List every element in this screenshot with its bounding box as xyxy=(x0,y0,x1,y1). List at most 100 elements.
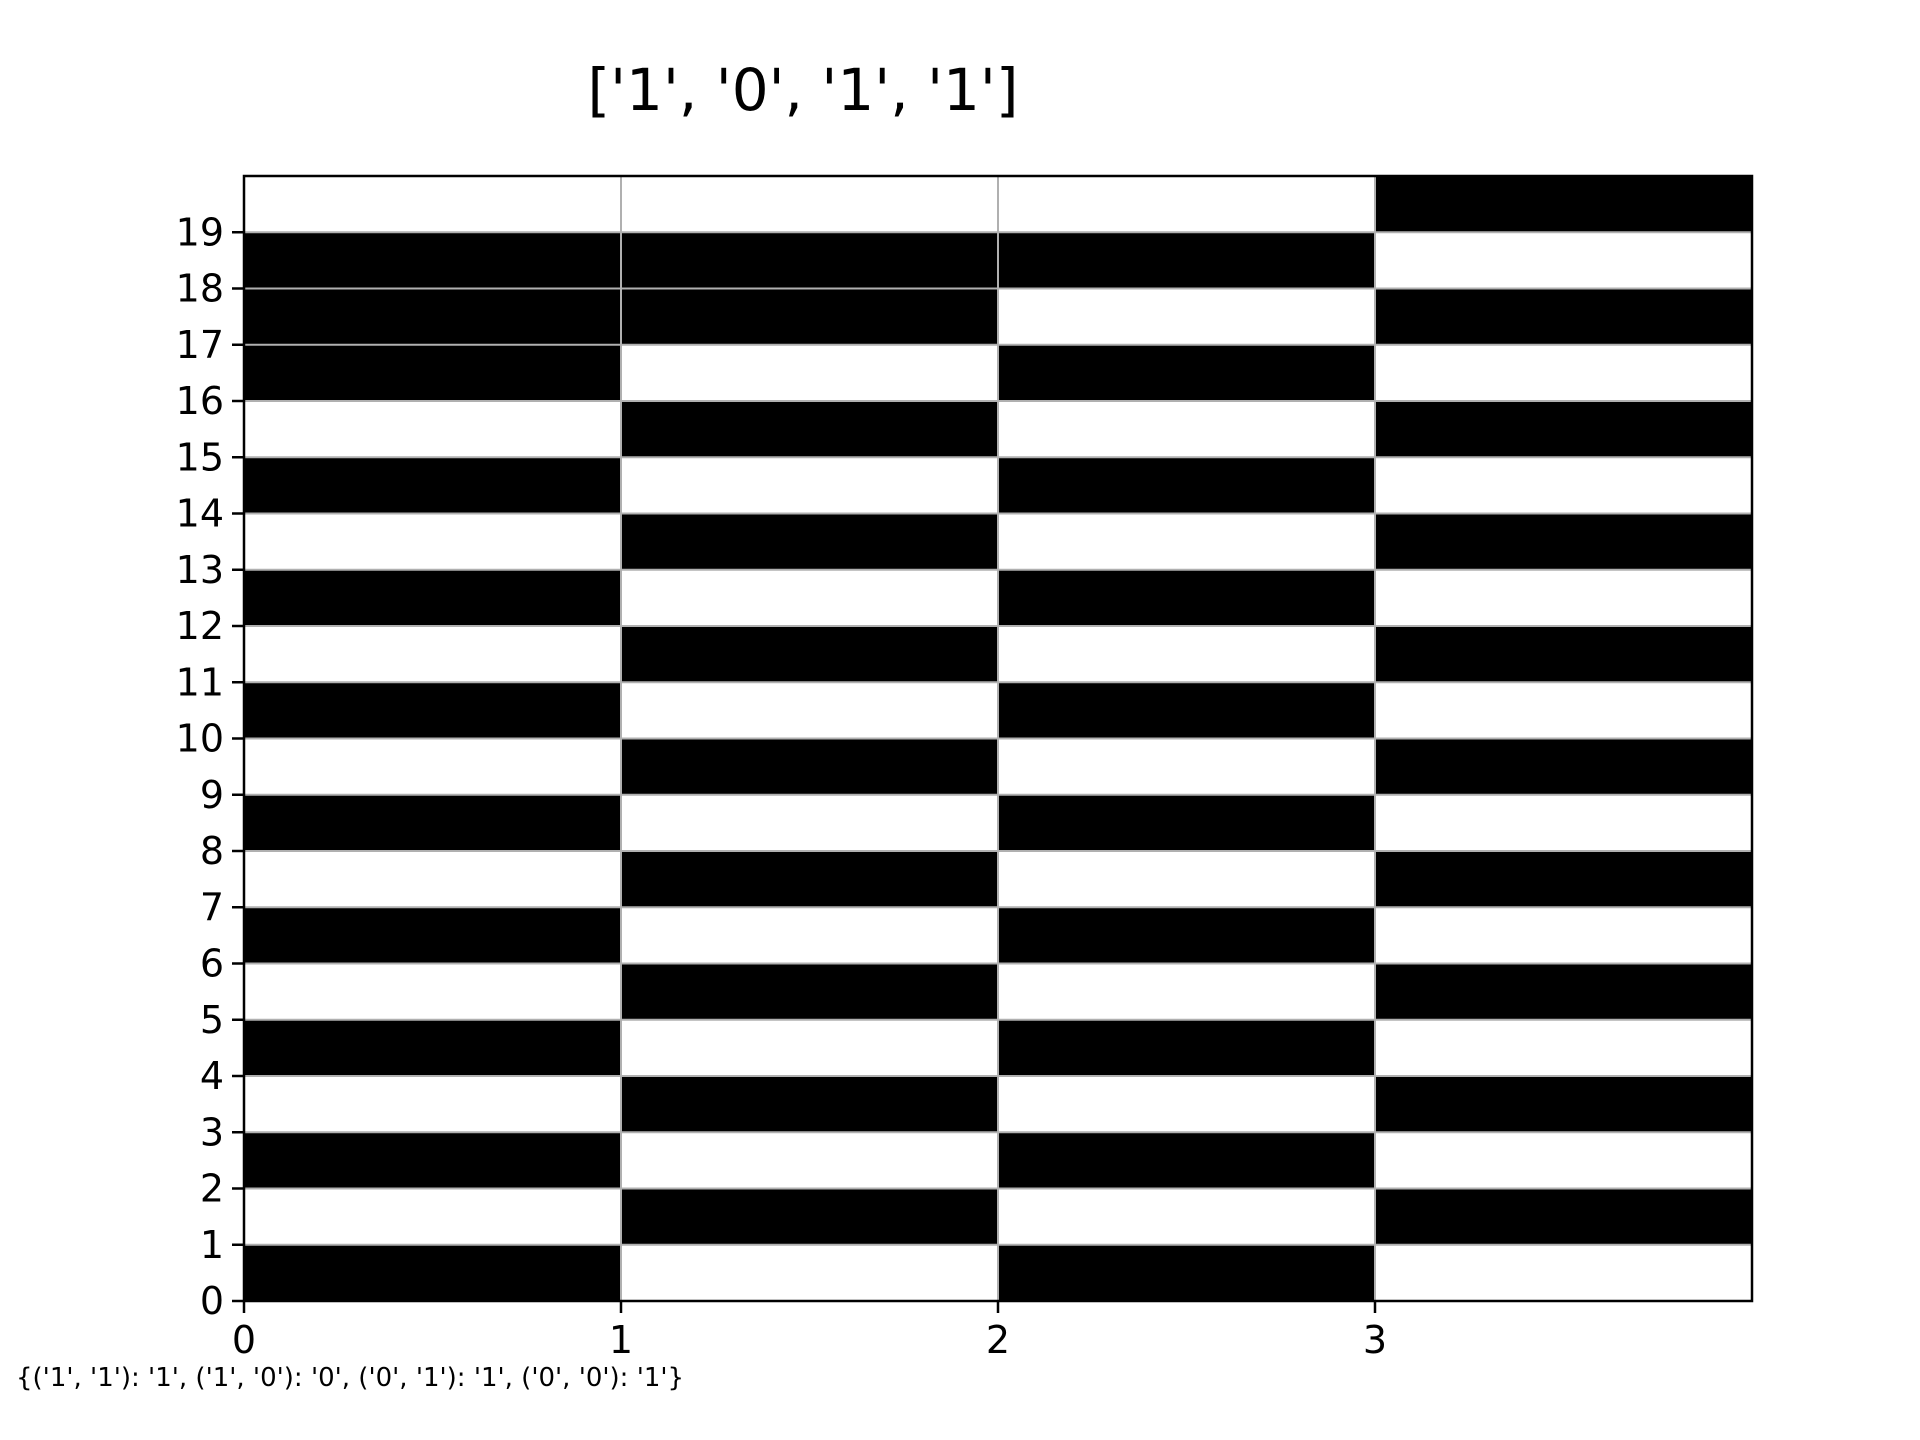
cell-r18-c0 xyxy=(244,232,621,289)
cell-r2-c0 xyxy=(244,1132,621,1189)
cell-r6-c1 xyxy=(621,907,998,964)
cell-r2-c1 xyxy=(621,1132,998,1189)
x-tick-label-1: 1 xyxy=(609,1318,633,1362)
cell-r3-c2 xyxy=(998,1076,1375,1133)
cell-r12-c0 xyxy=(244,569,621,626)
cell-r19-c1 xyxy=(621,176,998,233)
cell-r15-c0 xyxy=(244,401,621,458)
cell-r1-c0 xyxy=(244,1188,621,1245)
cell-r15-c1 xyxy=(621,401,998,458)
cell-r3-c1 xyxy=(621,1076,998,1133)
cell-r19-c0 xyxy=(244,176,621,233)
cell-r13-c1 xyxy=(621,513,998,570)
chart-title: ['1', '0', '1', '1'] xyxy=(587,56,1018,124)
cells-layer xyxy=(244,176,1752,1301)
cell-r8-c2 xyxy=(998,794,1375,851)
x-tick-label-0: 0 xyxy=(232,1318,256,1362)
cell-r15-c3 xyxy=(1375,401,1752,458)
y-tick-label-12: 12 xyxy=(176,604,224,648)
cell-r19-c3 xyxy=(1375,176,1752,233)
cell-r4-c2 xyxy=(998,1019,1375,1076)
cell-r4-c1 xyxy=(621,1019,998,1076)
cell-r18-c2 xyxy=(998,232,1375,289)
cell-r6-c2 xyxy=(998,907,1375,964)
y-tick-label-19: 19 xyxy=(176,210,224,254)
cell-r7-c2 xyxy=(998,851,1375,908)
x-tick-label-2: 2 xyxy=(986,1318,1010,1362)
cell-r3-c0 xyxy=(244,1076,621,1133)
cell-r6-c0 xyxy=(244,907,621,964)
y-tick-label-18: 18 xyxy=(176,267,224,311)
cell-r5-c1 xyxy=(621,963,998,1020)
cell-r11-c2 xyxy=(998,626,1375,683)
cell-r14-c0 xyxy=(244,457,621,514)
cell-r14-c1 xyxy=(621,457,998,514)
y-tick-label-3: 3 xyxy=(200,1110,224,1154)
y-tick-label-14: 14 xyxy=(176,492,224,536)
cell-r11-c3 xyxy=(1375,626,1752,683)
cell-r18-c1 xyxy=(621,232,998,289)
cell-r16-c0 xyxy=(244,344,621,401)
cell-r5-c2 xyxy=(998,963,1375,1020)
y-tick-label-6: 6 xyxy=(200,942,224,986)
x-axis: 0 1 2 3 xyxy=(232,1301,1387,1362)
cell-r14-c3 xyxy=(1375,457,1752,514)
cell-r13-c3 xyxy=(1375,513,1752,570)
cell-r2-c2 xyxy=(998,1132,1375,1189)
cell-r11-c0 xyxy=(244,626,621,683)
cell-r17-c2 xyxy=(998,288,1375,345)
cell-r7-c3 xyxy=(1375,851,1752,908)
y-tick-label-13: 13 xyxy=(176,548,224,592)
cell-r4-c0 xyxy=(244,1019,621,1076)
cell-r13-c2 xyxy=(998,513,1375,570)
cell-r1-c2 xyxy=(998,1188,1375,1245)
cell-r9-c1 xyxy=(621,738,998,795)
cell-r9-c2 xyxy=(998,738,1375,795)
cell-r19-c2 xyxy=(998,176,1375,233)
cell-r16-c3 xyxy=(1375,344,1752,401)
y-tick-label-0: 0 xyxy=(200,1279,224,1323)
cell-r12-c2 xyxy=(998,569,1375,626)
y-tick-label-15: 15 xyxy=(176,435,224,479)
cell-r4-c3 xyxy=(1375,1019,1752,1076)
cell-r17-c3 xyxy=(1375,288,1752,345)
y-tick-label-7: 7 xyxy=(200,885,224,929)
y-tick-label-11: 11 xyxy=(176,660,224,704)
y-tick-label-2: 2 xyxy=(200,1167,224,1211)
cell-r6-c3 xyxy=(1375,907,1752,964)
y-tick-label-9: 9 xyxy=(200,773,224,817)
cell-r1-c1 xyxy=(621,1188,998,1245)
footer-mapping-text: {('1', '1'): '1', ('1', '0'): '0', ('0',… xyxy=(16,1363,684,1393)
y-tick-label-16: 16 xyxy=(176,379,224,423)
cell-r17-c1 xyxy=(621,288,998,345)
cell-r9-c0 xyxy=(244,738,621,795)
cell-r13-c0 xyxy=(244,513,621,570)
cell-r8-c3 xyxy=(1375,794,1752,851)
cell-r0-c1 xyxy=(621,1244,998,1301)
y-tick-label-17: 17 xyxy=(176,323,224,367)
y-tick-label-8: 8 xyxy=(200,829,224,873)
cell-r9-c3 xyxy=(1375,738,1752,795)
cell-r16-c1 xyxy=(621,344,998,401)
cell-r10-c2 xyxy=(998,682,1375,739)
cell-r8-c0 xyxy=(244,794,621,851)
y-tick-label-5: 5 xyxy=(200,998,224,1042)
cell-r17-c0 xyxy=(244,288,621,345)
cell-r16-c2 xyxy=(998,344,1375,401)
cell-r5-c0 xyxy=(244,963,621,1020)
cell-r3-c3 xyxy=(1375,1076,1752,1133)
cell-r10-c0 xyxy=(244,682,621,739)
cell-r8-c1 xyxy=(621,794,998,851)
cell-r0-c3 xyxy=(1375,1244,1752,1301)
cell-r10-c3 xyxy=(1375,682,1752,739)
cell-r18-c3 xyxy=(1375,232,1752,289)
cell-r15-c2 xyxy=(998,401,1375,458)
cell-r11-c1 xyxy=(621,626,998,683)
grid-layer xyxy=(243,175,1753,1302)
cell-r2-c3 xyxy=(1375,1132,1752,1189)
y-tick-label-10: 10 xyxy=(176,717,224,761)
cell-r12-c1 xyxy=(621,569,998,626)
y-tick-label-1: 1 xyxy=(200,1223,224,1267)
